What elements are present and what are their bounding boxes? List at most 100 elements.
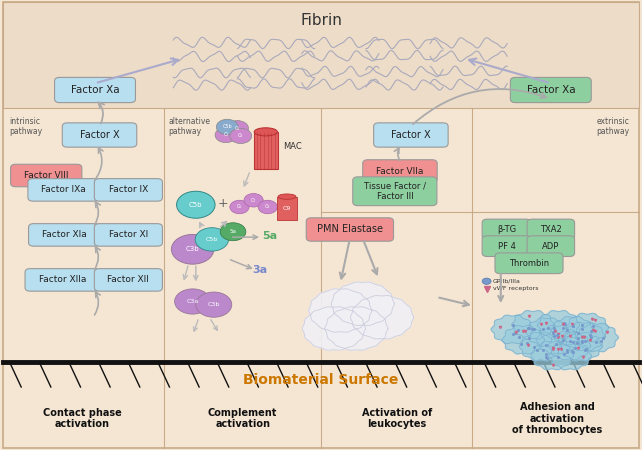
Text: vWF receptors: vWF receptors bbox=[493, 286, 539, 292]
Text: Factor XIa: Factor XIa bbox=[42, 230, 87, 239]
Text: Activation of
leukocytes: Activation of leukocytes bbox=[361, 408, 432, 429]
FancyBboxPatch shape bbox=[510, 77, 591, 103]
Circle shape bbox=[215, 127, 237, 143]
Polygon shape bbox=[526, 318, 568, 346]
Polygon shape bbox=[551, 316, 594, 345]
FancyBboxPatch shape bbox=[527, 236, 575, 256]
Text: 3a: 3a bbox=[252, 265, 268, 275]
Text: 5a: 5a bbox=[262, 231, 277, 241]
Text: C5b: C5b bbox=[205, 237, 218, 242]
FancyBboxPatch shape bbox=[10, 164, 82, 187]
Circle shape bbox=[177, 191, 215, 218]
FancyBboxPatch shape bbox=[62, 123, 137, 147]
Text: ADP: ADP bbox=[542, 242, 560, 251]
Text: C3a: C3a bbox=[186, 299, 199, 304]
Circle shape bbox=[258, 200, 277, 214]
Text: Factor XIIa: Factor XIIa bbox=[39, 275, 86, 284]
FancyBboxPatch shape bbox=[28, 179, 99, 201]
Text: C₆: C₆ bbox=[235, 126, 240, 131]
Circle shape bbox=[230, 200, 249, 214]
Text: PMN Elastase: PMN Elastase bbox=[317, 225, 383, 234]
Text: Adhesion and
activation
of thrombocytes: Adhesion and activation of thrombocytes bbox=[512, 402, 602, 435]
Text: Factor X: Factor X bbox=[80, 130, 119, 140]
FancyBboxPatch shape bbox=[3, 2, 639, 108]
Polygon shape bbox=[549, 341, 591, 370]
FancyBboxPatch shape bbox=[55, 77, 135, 103]
FancyBboxPatch shape bbox=[482, 219, 531, 240]
Text: C3b: C3b bbox=[186, 246, 200, 252]
Text: intrinsic
pathway: intrinsic pathway bbox=[10, 117, 43, 136]
Text: Contact phase
activation: Contact phase activation bbox=[43, 408, 121, 429]
Text: GPIIb/IIIa: GPIIb/IIIa bbox=[493, 278, 521, 284]
Text: Factor Xa: Factor Xa bbox=[71, 85, 119, 95]
Text: Tissue Factor /
Factor III: Tissue Factor / Factor III bbox=[364, 181, 426, 201]
Text: Fibrin: Fibrin bbox=[300, 13, 342, 28]
Text: 5a: 5a bbox=[230, 229, 236, 234]
Polygon shape bbox=[519, 332, 562, 361]
Circle shape bbox=[244, 194, 263, 207]
Text: Factor IXa: Factor IXa bbox=[41, 185, 86, 194]
Text: Complement
activation: Complement activation bbox=[208, 408, 277, 429]
Text: Factor VIIa: Factor VIIa bbox=[376, 166, 424, 176]
FancyBboxPatch shape bbox=[306, 218, 394, 241]
Polygon shape bbox=[302, 307, 365, 350]
Polygon shape bbox=[563, 322, 605, 351]
Text: C₈: C₈ bbox=[238, 133, 243, 139]
Text: alternative
pathway: alternative pathway bbox=[168, 117, 210, 136]
Polygon shape bbox=[512, 310, 554, 339]
Text: Thrombin: Thrombin bbox=[509, 259, 549, 268]
Text: C3b: C3b bbox=[207, 302, 220, 307]
FancyBboxPatch shape bbox=[363, 160, 437, 182]
FancyBboxPatch shape bbox=[527, 219, 575, 240]
Polygon shape bbox=[351, 296, 413, 339]
FancyBboxPatch shape bbox=[25, 269, 100, 291]
Text: Factor IX: Factor IX bbox=[108, 185, 148, 194]
Polygon shape bbox=[491, 315, 534, 344]
Text: Biomaterial Surface: Biomaterial Surface bbox=[243, 373, 399, 387]
Text: C₈: C₈ bbox=[265, 204, 270, 210]
Circle shape bbox=[171, 234, 214, 264]
Text: C₇: C₇ bbox=[223, 132, 229, 138]
Text: Factor XI: Factor XI bbox=[108, 230, 148, 239]
Text: C₇: C₇ bbox=[251, 198, 256, 203]
Circle shape bbox=[175, 289, 211, 314]
Text: C5b: C5b bbox=[223, 124, 232, 130]
FancyBboxPatch shape bbox=[482, 236, 531, 256]
Polygon shape bbox=[576, 323, 618, 352]
Polygon shape bbox=[536, 325, 578, 354]
FancyBboxPatch shape bbox=[254, 132, 278, 169]
Polygon shape bbox=[325, 307, 388, 350]
Text: β-TG: β-TG bbox=[497, 225, 516, 234]
FancyBboxPatch shape bbox=[94, 179, 162, 201]
Text: MAC: MAC bbox=[282, 142, 302, 151]
FancyBboxPatch shape bbox=[495, 253, 563, 274]
FancyBboxPatch shape bbox=[3, 2, 639, 448]
Circle shape bbox=[227, 121, 248, 136]
Polygon shape bbox=[331, 282, 394, 325]
Polygon shape bbox=[531, 341, 573, 370]
Circle shape bbox=[220, 223, 246, 241]
FancyBboxPatch shape bbox=[94, 224, 162, 246]
Ellipse shape bbox=[278, 194, 296, 199]
Text: C9: C9 bbox=[282, 206, 291, 211]
FancyBboxPatch shape bbox=[277, 197, 297, 220]
Text: PF 4: PF 4 bbox=[498, 242, 516, 251]
Polygon shape bbox=[502, 325, 544, 354]
Circle shape bbox=[196, 292, 232, 317]
Polygon shape bbox=[537, 310, 580, 339]
Text: Factor Xa: Factor Xa bbox=[526, 85, 575, 95]
Polygon shape bbox=[560, 332, 602, 361]
Text: Factor VIII: Factor VIII bbox=[24, 171, 69, 180]
Circle shape bbox=[230, 128, 252, 144]
FancyBboxPatch shape bbox=[352, 177, 437, 206]
Polygon shape bbox=[566, 313, 609, 342]
Circle shape bbox=[482, 278, 491, 284]
Polygon shape bbox=[548, 331, 591, 360]
Circle shape bbox=[195, 228, 229, 251]
Circle shape bbox=[216, 119, 238, 135]
Text: extrinsic
pathway: extrinsic pathway bbox=[596, 117, 629, 136]
Text: C₆: C₆ bbox=[237, 204, 242, 210]
Ellipse shape bbox=[254, 128, 277, 136]
FancyBboxPatch shape bbox=[28, 224, 100, 246]
Polygon shape bbox=[309, 289, 372, 332]
